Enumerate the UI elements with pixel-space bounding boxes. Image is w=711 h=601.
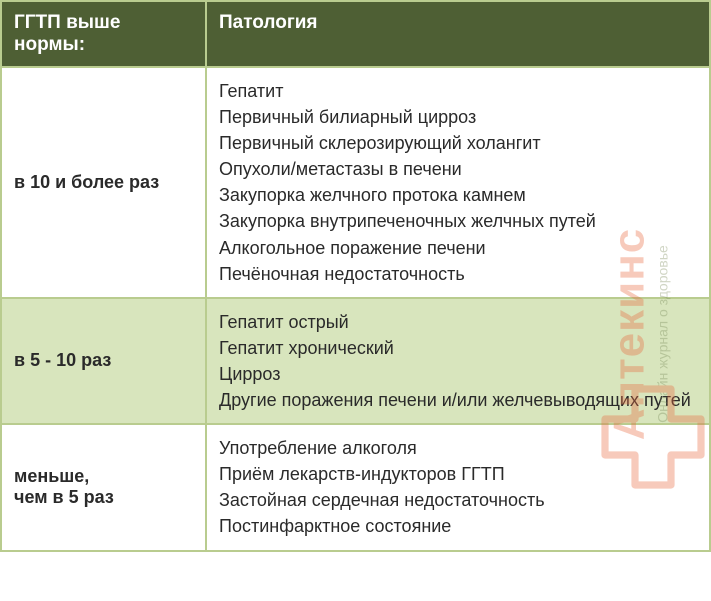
level-cell: в 10 и более раз: [1, 67, 206, 298]
pathology-item: Употребление алкоголя: [219, 435, 697, 461]
col-header-pathology: Патология: [206, 1, 710, 67]
pathology-item: Цирроз: [219, 361, 697, 387]
pathology-item: Опухоли/метастазы в печени: [219, 156, 697, 182]
pathology-item: Печёночная недостаточность: [219, 261, 697, 287]
col-header-level: ГГТП выше нормы:: [1, 1, 206, 67]
pathology-item: Закупорка внутрипеченочных желчных путей: [219, 208, 697, 234]
pathology-item: Гепатит: [219, 78, 697, 104]
pathology-item: Застойная сердечная недостаточность: [219, 487, 697, 513]
table-body: в 10 и более разГепатитПервичный билиарн…: [1, 67, 710, 551]
table-row: в 5 - 10 разГепатит острыйГепатит хронич…: [1, 298, 710, 424]
level-cell: меньше,чем в 5 раз: [1, 424, 206, 550]
table-header-row: ГГТП выше нормы: Патология: [1, 1, 710, 67]
pathology-item: Первичный билиарный цирроз: [219, 104, 697, 130]
pathology-item: Первичный склерозирующий холангит: [219, 130, 697, 156]
pathology-cell: ГепатитПервичный билиарный циррозПервичн…: [206, 67, 710, 298]
pathology-item: Гепатит острый: [219, 309, 697, 335]
level-cell: в 5 - 10 раз: [1, 298, 206, 424]
pathology-item: Постинфарктное состояние: [219, 513, 697, 539]
pathology-item: Гепатит хронический: [219, 335, 697, 361]
pathology-cell: Гепатит острыйГепатит хроническийЦиррозД…: [206, 298, 710, 424]
pathology-item: Алкогольное поражение печени: [219, 235, 697, 261]
pathology-item: Другие поражения печени и/или желчевывод…: [219, 387, 697, 413]
pathology-item: Приём лекарств-индукторов ГГТП: [219, 461, 697, 487]
pathology-item: Закупорка желчного протока камнем: [219, 182, 697, 208]
pathology-cell: Употребление алкоголяПриём лекарств-инду…: [206, 424, 710, 550]
ggtp-table: ГГТП выше нормы: Патология в 10 и более …: [0, 0, 711, 552]
table-row: меньше,чем в 5 разУпотребление алкоголяП…: [1, 424, 710, 550]
table-row: в 10 и более разГепатитПервичный билиарн…: [1, 67, 710, 298]
